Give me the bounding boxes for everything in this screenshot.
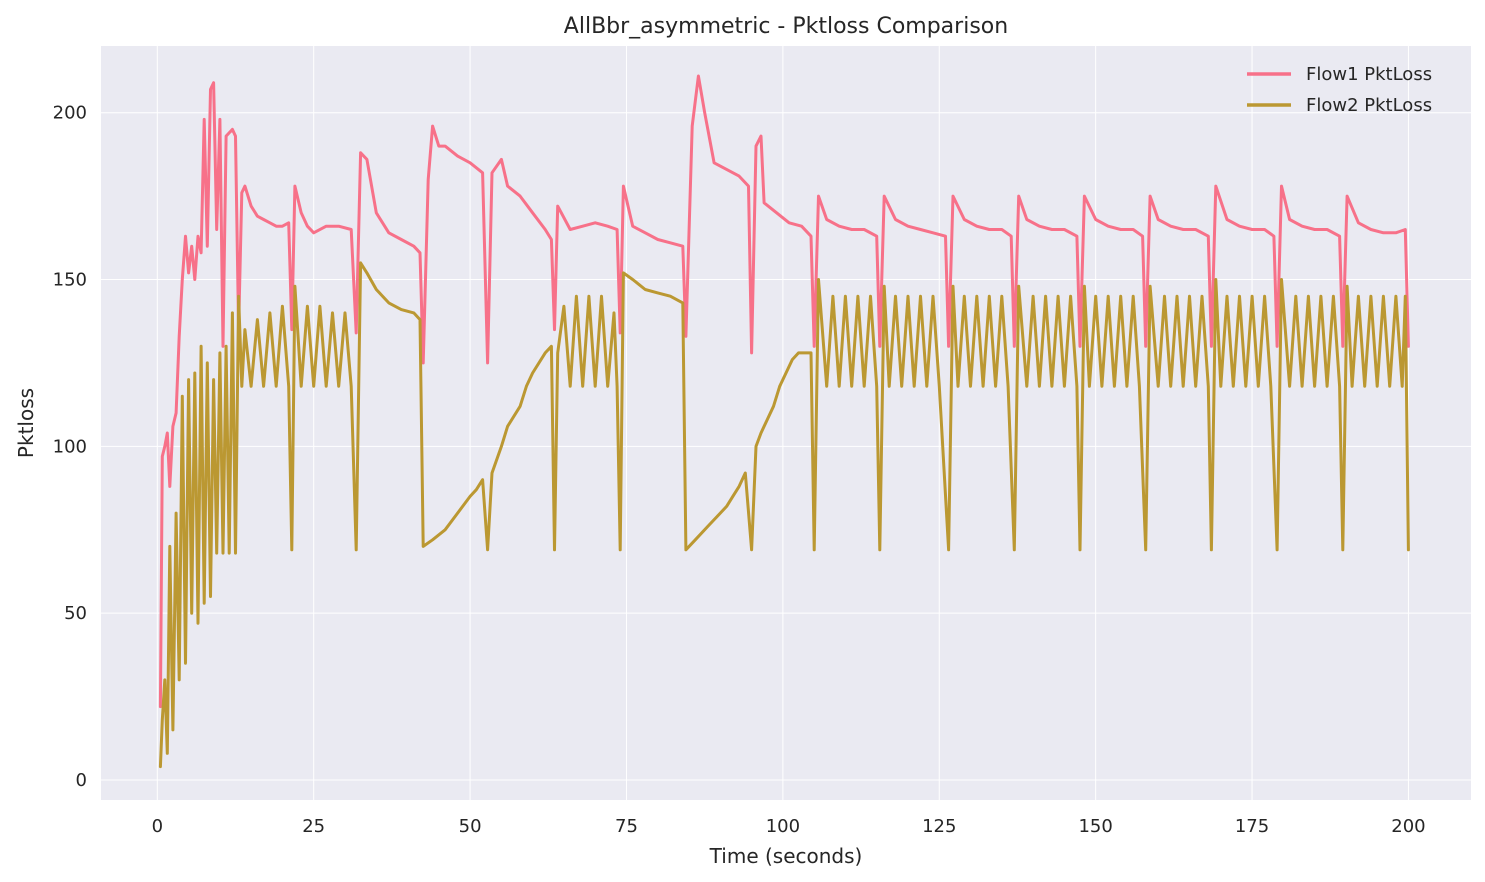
series-line-flow2 xyxy=(158,261,1410,769)
x-tick-label: 200 xyxy=(1391,816,1425,837)
plot-area xyxy=(101,46,1471,800)
x-tick-label: 75 xyxy=(615,816,638,837)
y-axis-label: Pktloss xyxy=(14,388,38,458)
series-lines xyxy=(158,74,1410,769)
x-tick-label: 150 xyxy=(1078,816,1112,837)
x-tick-label: 100 xyxy=(766,816,800,837)
y-tick-label: 50 xyxy=(64,603,87,624)
legend: Flow1 PktLoss Flow2 PktLoss xyxy=(1247,64,1432,116)
grid-lines xyxy=(101,46,1471,800)
x-tick-label: 0 xyxy=(152,816,163,837)
chart-title: AllBbr_asymmetric - Pktloss Comparison xyxy=(564,14,1008,39)
x-tick-label: 125 xyxy=(922,816,956,837)
x-axis-label: Time (seconds) xyxy=(709,844,863,868)
y-tick-label: 200 xyxy=(53,103,87,124)
x-tick-label: 175 xyxy=(1235,816,1269,837)
y-tick-label: 0 xyxy=(76,770,87,791)
legend-label-flow2: Flow2 PktLoss xyxy=(1306,95,1432,116)
y-tick-label: 150 xyxy=(53,270,87,291)
series-line-flow1 xyxy=(158,74,1410,709)
legend-label-flow1: Flow1 PktLoss xyxy=(1306,64,1432,85)
y-tick-label: 100 xyxy=(53,436,87,457)
tick-labels: 0 25 50 75 100 125 150 175 200 0 50 100 150 200 xyxy=(53,103,1426,837)
x-tick-label: 25 xyxy=(302,816,325,837)
x-tick-label: 50 xyxy=(459,816,482,837)
